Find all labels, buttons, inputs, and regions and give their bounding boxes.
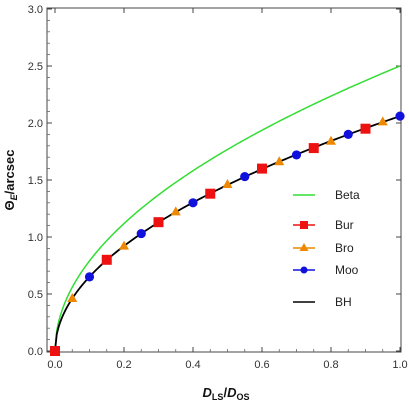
y-axis-title-sub: E [9,193,19,200]
series-line-beta [54,65,401,352]
series-line-bh [54,115,401,352]
legend-bro-label: Bro [335,241,354,255]
legend-bh-label: BH [335,295,352,309]
x-axis-title-den: D [227,385,237,400]
marker-bro [222,179,233,189]
marker-bur [308,143,319,154]
y-tick-label: 3.0 [28,4,43,16]
marker-moo [291,150,302,160]
y-axis-title-rest: /arcsec [2,150,17,195]
x-axis-title-sep: / [223,385,227,400]
marker-bro [274,156,285,166]
marker-bur [360,123,371,134]
marker-bro [326,135,336,145]
legend-item-bur: Bur [293,218,354,232]
marker-bro [119,240,129,250]
legend: Beta Bur Bro Moo BH [293,188,360,309]
legend-beta-label: Beta [335,188,360,202]
marker-moo [240,171,250,182]
x-tick-label: 0.0 [47,359,62,371]
legend-moo-label: Moo [335,263,359,277]
series-markers [50,111,405,356]
marker-bur [205,188,216,199]
marker-bur [50,346,60,356]
x-axis-ticks: 0.0 0.2 0.4 0.6 0.8 1.0 [47,8,408,371]
marker-moo [136,228,146,239]
y-tick-label: 2.0 [28,118,43,130]
x-tick-label: 0.4 [185,359,200,371]
marker-moo [395,111,405,121]
legend-moo-marker [300,266,308,274]
y-axis-ticks: 0.0 0.5 1.0 1.5 2.0 2.5 3.0 [28,4,401,358]
x-tick-label: 0.8 [323,359,338,371]
marker-bro [377,116,388,126]
x-axis-title-den-sub: OS [236,392,249,402]
y-tick-label: 1.5 [28,175,43,187]
legend-item-bro: Bro [293,241,354,255]
y-axis-title-main: Θ [2,200,17,210]
y-tick-label: 0.5 [28,289,43,301]
y-tick-label: 1.0 [28,232,43,244]
marker-moo [343,129,353,139]
marker-bro [170,206,181,216]
legend-item-bh: BH [293,295,352,309]
y-tick-label: 0.0 [28,346,43,358]
legend-item-beta: Beta [293,188,360,202]
y-axis-title: ΘE/arcsec [2,150,19,211]
marker-moo [188,198,198,208]
x-axis-title-main: D [203,385,213,400]
x-tick-label: 0.2 [116,359,131,371]
x-tick-label: 1.0 [392,359,407,371]
x-axis-title: DLS/DOS [203,385,250,402]
legend-bur-marker [300,221,308,229]
marker-bur [153,217,164,228]
legend-bur-label: Bur [335,218,354,232]
x-axis-title-main-sub: LS [212,392,224,402]
x-tick-label: 0.6 [254,359,269,371]
y-tick-label: 2.5 [28,61,43,73]
marker-bur [257,163,267,174]
marker-bro [67,293,78,303]
legend-bro-marker [299,243,309,251]
legend-item-moo: Moo [293,263,359,277]
marker-bur [101,254,112,265]
marker-moo [84,272,95,282]
